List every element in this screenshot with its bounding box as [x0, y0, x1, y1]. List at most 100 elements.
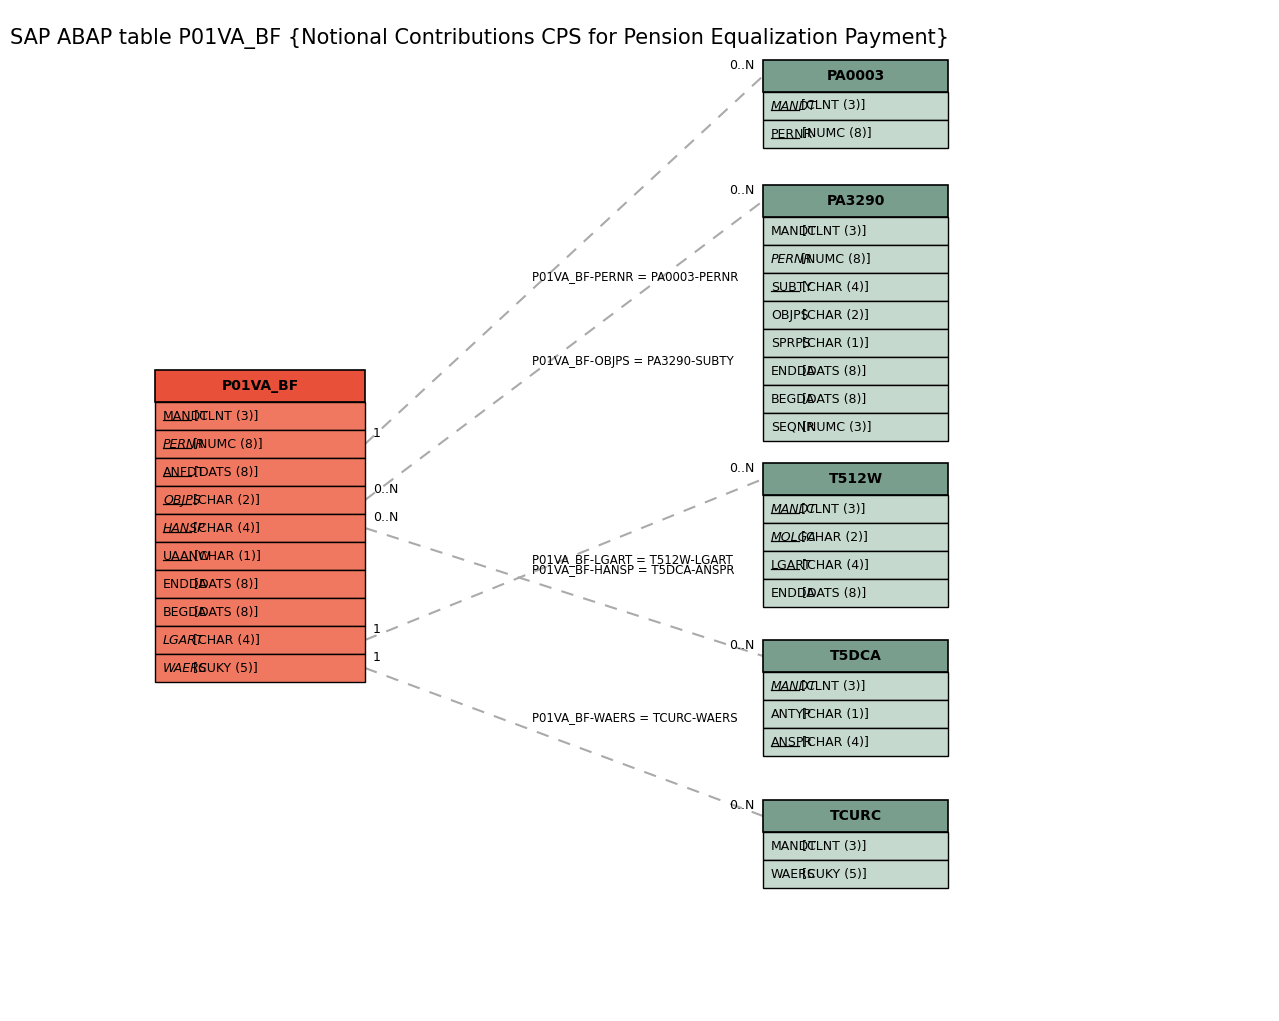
Text: SEQNR: SEQNR: [771, 421, 815, 434]
Text: 0..N: 0..N: [729, 799, 755, 812]
FancyBboxPatch shape: [764, 832, 948, 860]
FancyBboxPatch shape: [764, 551, 948, 579]
Text: BEGDA: BEGDA: [771, 392, 815, 405]
FancyBboxPatch shape: [764, 273, 948, 301]
Text: ANFDT: ANFDT: [162, 466, 206, 479]
Text: [DATS (8)]: [DATS (8)]: [191, 466, 258, 479]
FancyBboxPatch shape: [764, 92, 948, 120]
Text: [CUKY (5)]: [CUKY (5)]: [798, 868, 867, 880]
Text: 1: 1: [373, 623, 381, 636]
Text: SUBTY: SUBTY: [771, 281, 812, 293]
Text: 0..N: 0..N: [373, 483, 398, 496]
Text: MANDT: MANDT: [771, 680, 817, 692]
Text: 0..N: 0..N: [373, 510, 398, 524]
Text: SAP ABAP table P01VA_BF {Notional Contributions CPS for Pension Equalization Pay: SAP ABAP table P01VA_BF {Notional Contri…: [10, 28, 949, 49]
FancyBboxPatch shape: [764, 640, 948, 672]
FancyBboxPatch shape: [155, 570, 365, 598]
Text: [CLNT (3)]: [CLNT (3)]: [798, 839, 867, 853]
FancyBboxPatch shape: [764, 217, 948, 245]
Text: ANTYP: ANTYP: [771, 708, 812, 721]
Text: OBJPS: OBJPS: [162, 493, 201, 506]
FancyBboxPatch shape: [155, 598, 365, 626]
Text: MOLGA: MOLGA: [771, 531, 817, 543]
Text: HANSP: HANSP: [162, 522, 206, 535]
Text: [DATS (8)]: [DATS (8)]: [798, 586, 867, 599]
Text: 1: 1: [373, 651, 381, 664]
FancyBboxPatch shape: [764, 523, 948, 551]
FancyBboxPatch shape: [155, 430, 365, 458]
Text: [NUMC (3)]: [NUMC (3)]: [798, 421, 872, 434]
Text: PERNR: PERNR: [162, 438, 205, 450]
FancyBboxPatch shape: [764, 463, 948, 495]
Text: 0..N: 0..N: [729, 184, 755, 197]
FancyBboxPatch shape: [764, 728, 948, 756]
Text: [CHAR (4)]: [CHAR (4)]: [798, 735, 870, 748]
Text: WAERS: WAERS: [771, 868, 816, 880]
FancyBboxPatch shape: [764, 357, 948, 385]
Text: P01VA_BF-LGART = T512W-LGART: P01VA_BF-LGART = T512W-LGART: [532, 553, 733, 567]
Text: [NUMC (8)]: [NUMC (8)]: [189, 438, 262, 450]
FancyBboxPatch shape: [155, 626, 365, 654]
FancyBboxPatch shape: [764, 579, 948, 607]
Text: P01VA_BF-WAERS = TCURC-WAERS: P01VA_BF-WAERS = TCURC-WAERS: [532, 712, 738, 724]
Text: [CLNT (3)]: [CLNT (3)]: [798, 225, 867, 238]
Text: [CHAR (2)]: [CHAR (2)]: [798, 308, 870, 322]
Text: [CHAR (1)]: [CHAR (1)]: [191, 549, 261, 563]
FancyBboxPatch shape: [764, 185, 948, 217]
Text: MANDT: MANDT: [162, 409, 208, 423]
Text: 0..N: 0..N: [729, 639, 755, 652]
Text: [CHAR (4)]: [CHAR (4)]: [798, 281, 870, 293]
Text: [CHAR (1)]: [CHAR (1)]: [798, 708, 870, 721]
Text: MANDT: MANDT: [771, 502, 817, 516]
Text: LGART: LGART: [771, 558, 812, 572]
Text: P01VA_BF: P01VA_BF: [221, 379, 298, 393]
Text: [CLNT (3)]: [CLNT (3)]: [797, 680, 866, 692]
Text: [CLNT (3)]: [CLNT (3)]: [797, 99, 866, 112]
FancyBboxPatch shape: [155, 654, 365, 682]
Text: [CHAR (4)]: [CHAR (4)]: [189, 522, 260, 535]
FancyBboxPatch shape: [764, 385, 948, 414]
FancyBboxPatch shape: [764, 245, 948, 273]
Text: P01VA_BF-OBJPS = PA3290-SUBTY: P01VA_BF-OBJPS = PA3290-SUBTY: [532, 355, 734, 369]
FancyBboxPatch shape: [155, 458, 365, 486]
FancyBboxPatch shape: [764, 700, 948, 728]
Text: [CLNT (3)]: [CLNT (3)]: [191, 409, 258, 423]
Text: [CHAR (2)]: [CHAR (2)]: [189, 493, 260, 506]
Text: [NUMC (8)]: [NUMC (8)]: [797, 252, 871, 265]
FancyBboxPatch shape: [764, 301, 948, 329]
Text: ANSPR: ANSPR: [771, 735, 813, 748]
Text: SPRPS: SPRPS: [771, 337, 811, 349]
FancyBboxPatch shape: [764, 120, 948, 148]
Text: [DATS (8)]: [DATS (8)]: [191, 605, 258, 619]
Text: 0..N: 0..N: [729, 461, 755, 475]
Text: [CHAR (4)]: [CHAR (4)]: [798, 558, 870, 572]
Text: T5DCA: T5DCA: [830, 649, 881, 663]
Text: [CHAR (2)]: [CHAR (2)]: [797, 531, 868, 543]
Text: ENDDA: ENDDA: [771, 586, 816, 599]
Text: PERNR: PERNR: [771, 128, 813, 141]
FancyBboxPatch shape: [155, 542, 365, 570]
Text: LGART: LGART: [162, 633, 205, 646]
Text: WAERS: WAERS: [162, 662, 207, 675]
FancyBboxPatch shape: [155, 402, 365, 430]
FancyBboxPatch shape: [764, 800, 948, 832]
FancyBboxPatch shape: [155, 486, 365, 514]
FancyBboxPatch shape: [155, 514, 365, 542]
Text: TCURC: TCURC: [830, 809, 881, 823]
Text: ENDDA: ENDDA: [162, 578, 207, 590]
FancyBboxPatch shape: [764, 495, 948, 523]
FancyBboxPatch shape: [764, 329, 948, 357]
FancyBboxPatch shape: [764, 60, 948, 92]
Text: ENDDA: ENDDA: [771, 364, 816, 378]
Text: [CLNT (3)]: [CLNT (3)]: [797, 502, 866, 516]
FancyBboxPatch shape: [155, 370, 365, 402]
Text: UAANW: UAANW: [162, 549, 211, 563]
Text: MANDT: MANDT: [771, 225, 817, 238]
Text: PA3290: PA3290: [826, 194, 885, 208]
Text: 1: 1: [373, 427, 381, 440]
Text: PA0003: PA0003: [826, 69, 885, 83]
Text: BEGDA: BEGDA: [162, 605, 207, 619]
Text: [NUMC (8)]: [NUMC (8)]: [798, 128, 872, 141]
Text: [DATS (8)]: [DATS (8)]: [191, 578, 258, 590]
Text: PERNR: PERNR: [771, 252, 813, 265]
